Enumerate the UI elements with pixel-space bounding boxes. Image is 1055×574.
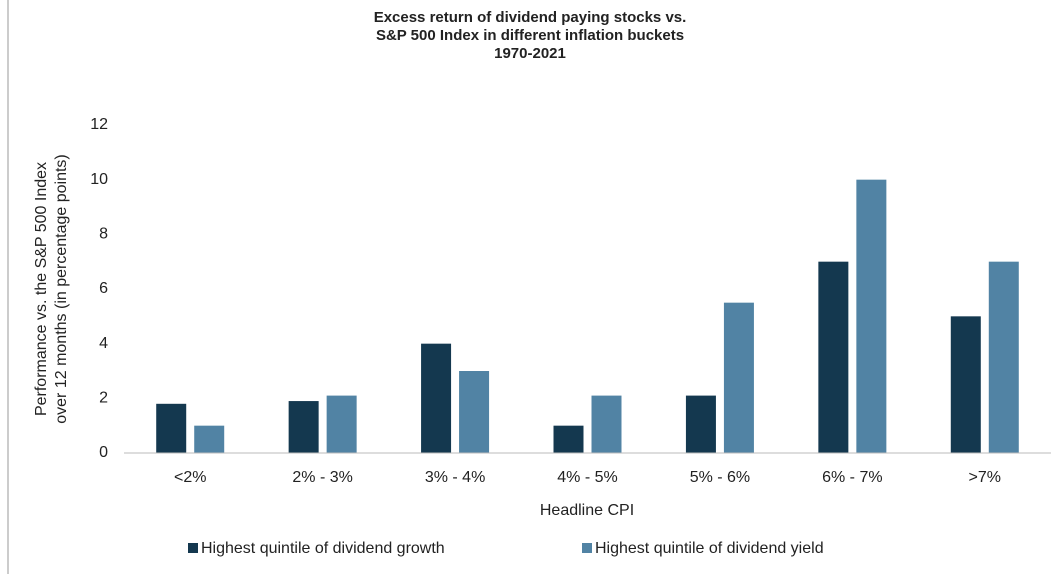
bar [326,395,357,453]
bar [156,403,187,453]
legend-swatch [188,543,198,553]
y-tick-label: 0 [99,444,108,461]
bar [988,261,1019,453]
legend-label: Highest quintile of dividend yield [595,540,824,557]
y-axis-label: Performance vs. the S&P 500 Index [33,162,50,416]
bar [856,179,887,453]
y-tick-label: 8 [99,226,108,243]
bar [459,371,490,453]
bar [591,395,622,453]
x-tick-label: 5% - 6% [690,469,750,486]
bar [288,401,319,453]
x-axis-label: Headline CPI [540,502,634,519]
x-tick-label: 3% - 4% [425,469,485,486]
chart-title: S&P 500 Index in different inflation buc… [376,27,684,44]
y-tick-label: 12 [90,116,108,133]
legend-label: Highest quintile of dividend growth [201,540,445,557]
legend-swatch [582,543,592,553]
bar [553,425,584,453]
y-tick-label: 6 [99,280,108,297]
bar [818,261,849,453]
y-axis-label: over 12 months (in percentage points) [53,154,70,423]
x-tick-label: 4% - 5% [557,469,617,486]
bar [421,343,452,453]
y-tick-label: 2 [99,390,108,407]
bar [950,316,981,453]
bar [685,395,716,453]
x-tick-label: 2% - 3% [292,469,352,486]
x-tick-label: >7% [969,469,1001,486]
y-tick-label: 10 [90,171,108,188]
bar [723,302,754,453]
chart-title: Excess return of dividend paying stocks … [374,9,687,26]
x-tick-label: <2% [174,469,206,486]
y-tick-label: 4 [99,335,108,352]
chart-title: 1970-2021 [494,45,566,62]
bar [194,425,225,453]
x-tick-label: 6% - 7% [822,469,882,486]
